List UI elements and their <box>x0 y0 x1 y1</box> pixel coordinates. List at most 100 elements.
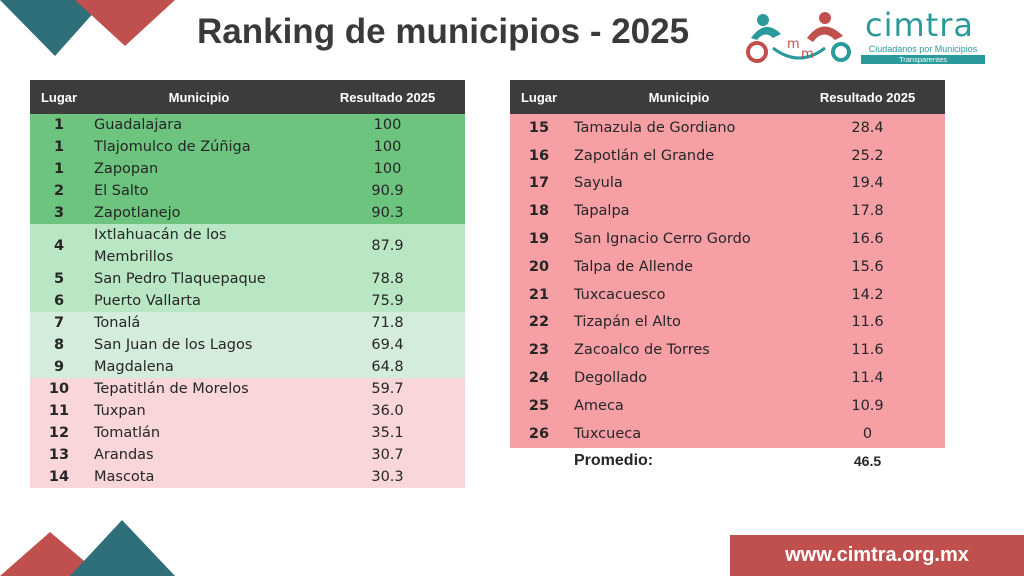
municipio-cell: Magdalena <box>94 359 174 375</box>
cimtra-logo: m m cimtra Ciudadanos por Municipios Tra… <box>743 6 993 78</box>
municipio-cell: San Ignacio Cerro Gordo <box>574 231 751 248</box>
municipio-cell: Ameca <box>574 397 624 414</box>
resultado-cell: 90.9 <box>371 183 404 199</box>
resultado-cell: 100 <box>373 161 402 177</box>
ranking-table-left-body: 1 Guadalajara 100 1 Tlajomulco de Zúñiga 100 1… <box>30 114 465 488</box>
municipio-cell: Tepatitlán de Morelos <box>94 381 249 397</box>
municipio-cell: Mascota <box>94 469 155 485</box>
logo-tagline-bar: Transparentes <box>861 55 985 64</box>
rank-cell: 9 <box>53 359 65 375</box>
municipio-cell: Sayula <box>574 175 623 192</box>
table-row: 1 Tlajomulco de Zúñiga 100 <box>30 136 465 158</box>
municipio-cell: Zapopan <box>94 161 159 177</box>
column-header-resultado: Resultado 2025 <box>310 80 465 114</box>
ranking-table-right-body: 15 Tamazula de Gordiano 28.4 16 Zapotlán el … <box>510 114 945 448</box>
rank-cell: 6 <box>53 293 65 309</box>
rank-cell: 1 <box>53 139 65 155</box>
resultado-cell: 100 <box>373 139 402 155</box>
logo-brand-text: cimtra <box>865 6 974 44</box>
rank-cell: 4 <box>53 238 65 254</box>
municipio-cell: Tonalá <box>94 315 141 331</box>
rank-cell: 1 <box>53 161 65 177</box>
municipio-cell: Zapotlán el Grande <box>574 147 715 164</box>
resultado-cell: 87.9 <box>371 238 404 254</box>
rank-cell: 21 <box>528 286 550 303</box>
resultado-cell: 17.8 <box>851 203 884 220</box>
municipio-cell: San Pedro Tlaquepaque <box>94 271 266 287</box>
resultado-cell: 100 <box>373 117 402 133</box>
table-row: 10 Tepatitlán de Morelos 59.7 <box>30 378 465 400</box>
rank-cell: 26 <box>528 425 550 442</box>
table-row: 13 Arandas 30.7 <box>30 444 465 466</box>
ranking-table-left: Lugar Municipio Resultado 2025 1 Guadalaj… <box>30 80 465 488</box>
table-row: 22 Tizapán el Alto 11.6 <box>510 308 945 337</box>
resultado-cell: 11.6 <box>851 314 884 331</box>
rank-cell: 19 <box>528 231 550 248</box>
table-row: 4 Ixtlahuacán de los Membrillos 87.9 <box>30 224 465 268</box>
table-row: 16 Zapotlán el Grande 25.2 <box>510 141 945 170</box>
resultado-cell: 59.7 <box>371 381 404 397</box>
municipio-cell: Talpa de Allende <box>574 258 694 275</box>
resultado-cell: 30.7 <box>371 447 404 463</box>
resultado-cell: 64.8 <box>371 359 404 375</box>
rank-cell: 1 <box>53 117 65 133</box>
table-row: 25 Ameca 10.9 <box>510 391 945 420</box>
municipio-cell: Tuxcueca <box>574 425 642 442</box>
municipio-cell: El Salto <box>94 183 149 199</box>
column-header-lugar: Lugar <box>30 80 88 114</box>
municipio-cell: Tizapán el Alto <box>574 314 681 331</box>
table-row: 6 Puerto Vallarta 75.9 <box>30 290 465 312</box>
rank-cell: 11 <box>48 403 70 419</box>
resultado-cell: 16.6 <box>851 231 884 248</box>
people-logo-icon: m m <box>746 12 851 63</box>
svg-text:m: m <box>787 37 800 52</box>
municipio-cell: Tuxpan <box>94 403 146 419</box>
table-row: 3 Zapotlanejo 90.3 <box>30 202 465 224</box>
rank-cell: 7 <box>53 315 65 331</box>
municipio-cell: Arandas <box>94 447 154 463</box>
resultado-cell: 28.4 <box>851 119 884 136</box>
rank-cell: 12 <box>48 425 70 441</box>
resultado-cell: 19.4 <box>851 175 884 192</box>
resultado-cell: 71.8 <box>371 315 404 331</box>
rank-cell: 14 <box>48 469 70 485</box>
municipio-cell: Puerto Vallarta <box>94 293 201 309</box>
municipio-cell: Zapotlanejo <box>94 205 181 221</box>
table-row: 23 Zacoalco de Torres 11.6 <box>510 336 945 365</box>
svg-text:m: m <box>801 47 814 62</box>
table-row: 26 Tuxcueca 0 <box>510 419 945 448</box>
table-header-row: Lugar Municipio Resultado 2025 <box>30 80 465 114</box>
rank-cell: 23 <box>528 342 550 359</box>
table-row: 8 San Juan de los Lagos 69.4 <box>30 334 465 356</box>
page-title: Ranking de municipios - 2025 <box>197 12 690 51</box>
resultado-cell: 11.6 <box>851 342 884 359</box>
table-row: 2 El Salto 90.9 <box>30 180 465 202</box>
resultado-cell: 14.2 <box>851 286 884 303</box>
municipio-cell: Degollado <box>574 370 648 387</box>
table-row: 21 Tuxcacuesco 14.2 <box>510 280 945 309</box>
table-row: 15 Tamazula de Gordiano 28.4 <box>510 114 945 142</box>
resultado-cell: 75.9 <box>371 293 404 309</box>
column-header-municipio: Municipio <box>568 80 790 114</box>
table-row: 9 Magdalena 64.8 <box>30 356 465 378</box>
table-header-row: Lugar Municipio Resultado 2025 <box>510 80 945 114</box>
resultado-cell: 15.6 <box>851 258 884 275</box>
table-row: 11 Tuxpan 36.0 <box>30 400 465 422</box>
average-value: 46.5 <box>790 447 945 476</box>
table-row: 12 Tomatlán 35.1 <box>30 422 465 444</box>
resultado-cell: 36.0 <box>371 403 404 419</box>
rank-cell: 24 <box>528 370 550 387</box>
rank-cell: 13 <box>48 447 70 463</box>
resultado-cell: 10.9 <box>851 397 884 414</box>
municipio-cell: Ixtlahuacán de los Membrillos <box>94 227 227 265</box>
resultado-cell: 90.3 <box>371 205 404 221</box>
rank-cell: 17 <box>528 175 550 192</box>
rank-cell: 5 <box>53 271 65 287</box>
rank-cell: 3 <box>53 205 65 221</box>
rank-cell: 22 <box>528 314 550 331</box>
resultado-cell: 11.4 <box>851 370 884 387</box>
municipio-cell: Zacoalco de Torres <box>574 342 710 359</box>
table-row: 7 Tonalá 71.8 <box>30 312 465 334</box>
resultado-cell: 30.3 <box>371 469 404 485</box>
website-url-banner[interactable]: www.cimtra.org.mx <box>730 535 1024 576</box>
